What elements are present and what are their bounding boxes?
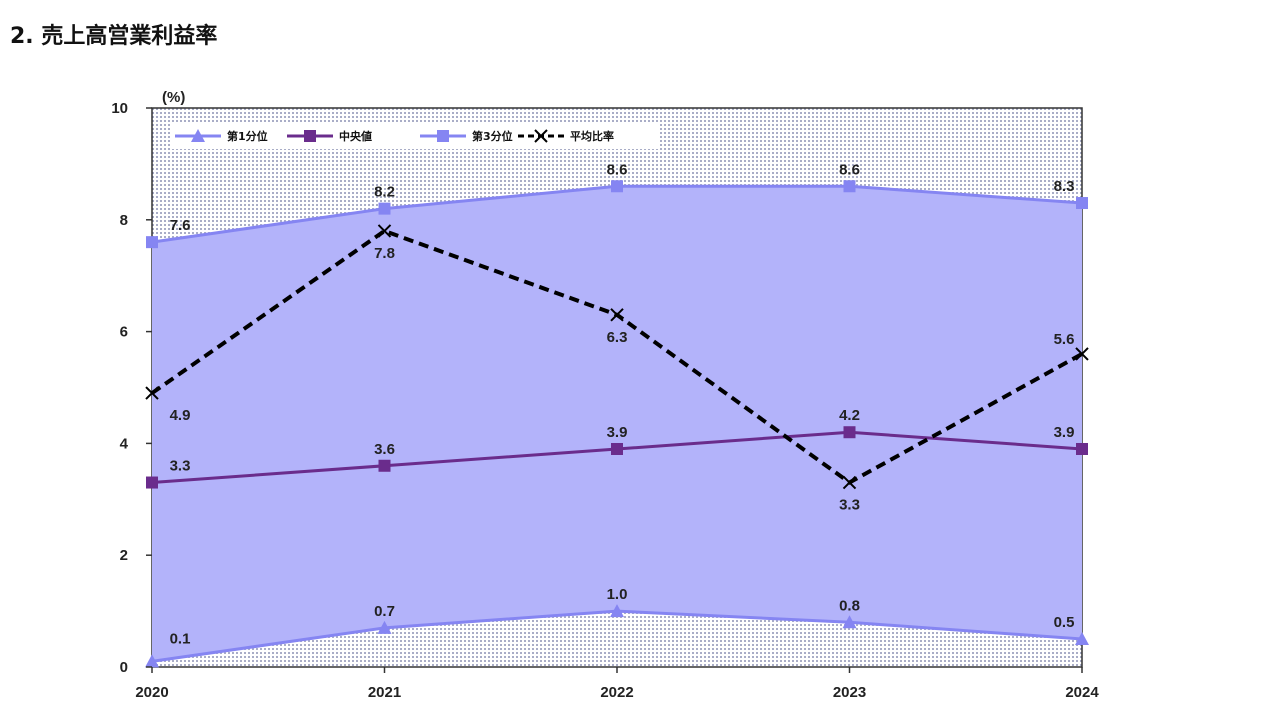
data-point-marker [1076, 197, 1088, 210]
x-tick-label: 2023 [833, 684, 866, 701]
x-tick-label: 2022 [600, 684, 633, 701]
data-point-marker [378, 202, 391, 215]
data-point-marker [842, 615, 857, 629]
data-point-marker [1075, 632, 1089, 646]
data-label: 4.2 [839, 407, 860, 424]
data-point-marker [1075, 347, 1089, 361]
data-point-marker [610, 604, 624, 618]
data-label: 8.3 [1054, 178, 1075, 195]
legend-label: 第3分位 [472, 129, 513, 143]
data-label: 6.3 [607, 329, 628, 346]
series-2 [146, 426, 1088, 489]
data-point-marker [610, 308, 624, 322]
data-label: 3.9 [607, 424, 628, 441]
x-tick-label: 2024 [1065, 684, 1099, 701]
y-tick-label: 10 [111, 100, 128, 117]
data-label: 7.6 [170, 217, 191, 234]
data-point-marker [377, 620, 392, 634]
data-label: 0.8 [839, 597, 860, 614]
x-tick-label: 2021 [368, 684, 401, 701]
series-4 [145, 224, 1089, 490]
y-tick-label: 6 [120, 324, 128, 341]
data-label: 7.8 [374, 245, 395, 262]
x-tick-label: 2020 [135, 684, 168, 701]
data-point-marker [1076, 442, 1088, 455]
data-label: 0.5 [1054, 614, 1075, 631]
data-point-marker [843, 180, 856, 193]
data-label: 5.6 [1054, 331, 1075, 348]
data-point-marker [378, 459, 391, 472]
legend-item: 第1分位 [175, 129, 268, 143]
data-point-marker [304, 130, 316, 142]
y-tick-label: 4 [120, 435, 129, 452]
data-label: 3.3 [170, 458, 191, 475]
y-tick-label: 0 [120, 659, 128, 676]
data-label: 0.1 [170, 630, 191, 647]
quartile-band [152, 186, 1082, 662]
data-point-marker [611, 180, 623, 193]
legend-item: 第3分位 [420, 129, 513, 143]
series-3 [146, 180, 1088, 249]
data-label: 0.7 [374, 603, 395, 620]
data-point-marker [611, 442, 623, 455]
data-label: 3.3 [839, 497, 860, 514]
data-label: 3.6 [374, 441, 395, 458]
data-label: 1.0 [607, 586, 628, 603]
data-point-marker [191, 129, 205, 142]
legend-label: 中央値 [339, 129, 372, 143]
data-point-marker [534, 129, 548, 143]
data-point-marker [146, 236, 158, 249]
data-point-marker [145, 654, 159, 668]
page-title: 2. 売上高営業利益率 [10, 24, 218, 49]
series-1 [145, 604, 1089, 668]
data-point-marker [842, 475, 857, 490]
data-label: 8.2 [374, 184, 395, 201]
legend-item: 平均比率 [518, 129, 614, 143]
data-point-marker [145, 386, 159, 400]
legend-box [170, 123, 658, 149]
y-tick-label: 8 [120, 212, 128, 229]
data-point-marker [437, 130, 449, 142]
data-label: 8.6 [607, 161, 628, 178]
legend-item: 中央値 [287, 129, 372, 143]
data-label: 3.9 [1054, 424, 1075, 441]
data-point-marker [843, 426, 856, 439]
data-point-marker [146, 476, 158, 489]
data-label: 8.6 [839, 161, 860, 178]
legend-label: 平均比率 [570, 129, 614, 143]
legend-label: 第1分位 [227, 129, 268, 143]
data-label: 4.9 [170, 407, 191, 424]
y-unit-label: (%) [162, 89, 185, 106]
data-point-marker [377, 224, 392, 238]
y-tick-label: 2 [120, 547, 128, 564]
